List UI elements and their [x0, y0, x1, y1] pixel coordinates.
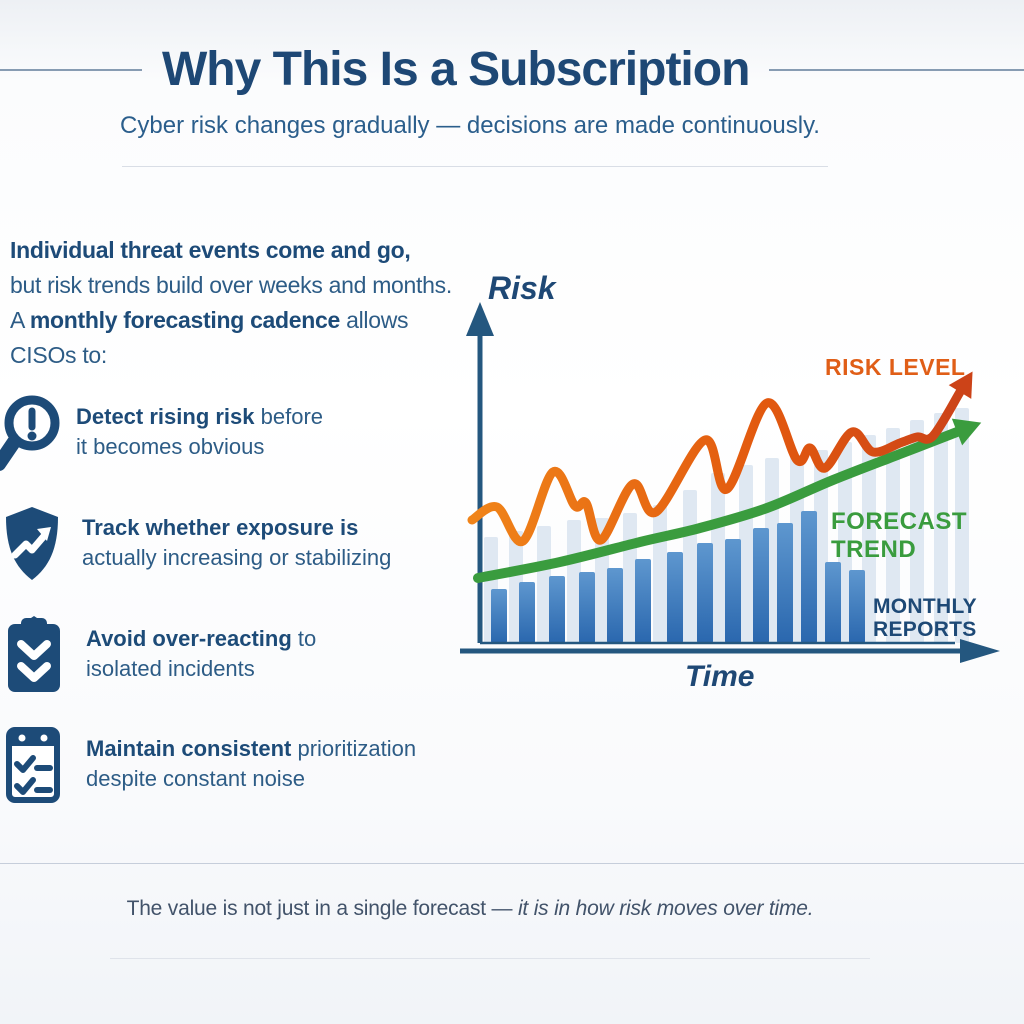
shield-trend-icon — [2, 505, 66, 588]
bullet-track-exposure: Track whether exposure is actually incre… — [0, 505, 460, 588]
x-axis-label: Time — [685, 660, 755, 693]
bullet-detect-rising-risk: Detect rising risk before it becomes obv… — [0, 394, 460, 477]
intro-paragraph: Individual threat events come and go, bu… — [10, 233, 480, 373]
chart-canvas — [460, 302, 1000, 663]
footer-takeaway: The value is not just in a single foreca… — [126, 897, 814, 920]
risk-over-time-chart: Risk Time RISK LEVEL FORECAST TREND MONT… — [455, 270, 1015, 700]
header: Why This Is a Subscription — [0, 42, 1024, 97]
bullet-maintain-prioritization: Maintain consistent prioritization despi… — [0, 726, 460, 809]
y-axis-label: Risk — [488, 270, 556, 306]
clipboard-checks-icon — [6, 616, 70, 701]
title-right-rule — [769, 68, 1024, 71]
monthly-reports-series-label: MONTHLY REPORTS — [873, 595, 977, 641]
title-left-rule — [0, 68, 142, 71]
bullet-text: Track whether exposure is — [82, 515, 359, 540]
checklist-icon — [6, 726, 70, 809]
bullet-avoid-overreacting: Avoid over-reacting to isolated incident… — [0, 616, 460, 701]
footer-underline — [110, 958, 870, 959]
page-title: Why This Is a Subscription — [162, 43, 750, 96]
intro-line-1: Individual threat events come and go, — [10, 237, 411, 263]
intro-line-2: but risk trends build over weeks and mon… — [10, 272, 452, 298]
magnifier-alert-icon — [0, 394, 60, 477]
bullet-text: Avoid over-reacting to — [86, 626, 317, 651]
intro-line-3: A monthly forecasting cadence allows — [10, 307, 409, 333]
intro-line-4: CISOs to: — [10, 342, 107, 368]
bullet-text: Maintain consistent prioritization — [86, 736, 417, 761]
bottom-divider — [0, 863, 1024, 864]
bullet-text: Detect rising risk before — [76, 404, 324, 429]
subtitle: Cyber risk changes gradually — decisions… — [120, 112, 820, 139]
forecast-trend-series-label: FORECAST TREND — [831, 508, 967, 563]
risk-level-series-label: RISK LEVEL — [825, 354, 966, 380]
subtitle-divider — [122, 166, 828, 167]
